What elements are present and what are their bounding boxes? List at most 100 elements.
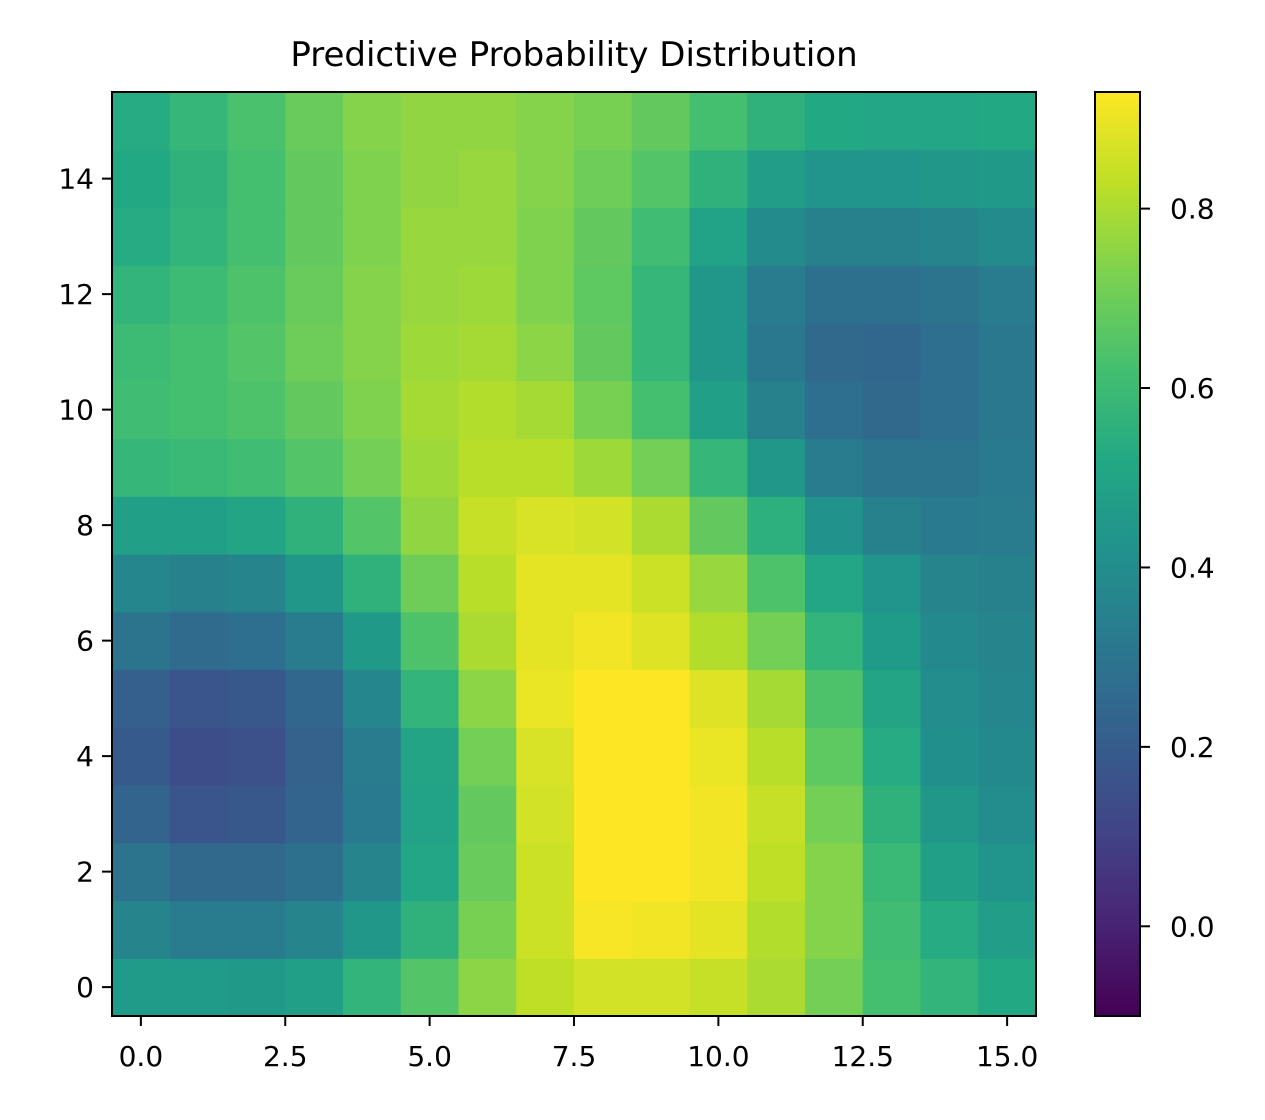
heatmap-cell: [862, 669, 922, 728]
heatmap-cell: [862, 727, 922, 786]
heatmap-cell: [978, 496, 1037, 555]
heatmap-cell: [747, 265, 806, 324]
heatmap-cell: [458, 438, 517, 497]
x-tick-label: 12.5: [832, 1040, 894, 1073]
heatmap-cell: [862, 958, 922, 1017]
heatmap-cell: [112, 92, 171, 151]
heatmap-cell: [458, 958, 517, 1017]
heatmap-cell: [747, 958, 806, 1017]
colorbar-frame: [1094, 91, 1141, 1017]
heatmap-cell: [862, 496, 922, 555]
heatmap-cell: [400, 438, 460, 497]
heatmap-cell: [978, 380, 1037, 440]
heatmap-cell: [747, 496, 806, 555]
heatmap-cell: [689, 265, 748, 324]
heatmap-cell: [747, 438, 806, 497]
x-tick-label: 10.0: [687, 1040, 749, 1073]
heatmap-cell: [747, 669, 806, 728]
heatmap-cell: [343, 207, 402, 266]
heatmap-cell: [516, 496, 575, 555]
heatmap-cell: [689, 669, 748, 728]
heatmap-cell: [169, 380, 229, 440]
heatmap-cell: [747, 900, 806, 959]
heatmap-cell: [112, 669, 171, 728]
heatmap-cell: [400, 611, 460, 671]
heatmap-cell: [285, 554, 344, 613]
heatmap-cell: [169, 207, 229, 266]
heatmap-cell: [285, 438, 344, 497]
heatmap-cell: [631, 842, 691, 902]
heatmap-cell: [978, 265, 1037, 324]
heatmap-cell: [805, 554, 864, 613]
heatmap-cell: [689, 611, 748, 671]
heatmap-cell: [343, 900, 402, 959]
heatmap-cell: [978, 669, 1037, 728]
heatmap-cell: [400, 727, 460, 786]
heatmap-cell: [978, 842, 1037, 902]
heatmap-cell: [227, 554, 286, 613]
heatmap-cell: [862, 380, 922, 440]
heatmap-cell: [400, 669, 460, 728]
x-axis: 0.0 2.5 5.0 7.5 10.0 12.5 15.0: [119, 1016, 1038, 1073]
heatmap-cell: [574, 380, 633, 440]
heatmap-cell: [227, 785, 286, 844]
heatmap-cell: [285, 323, 344, 382]
heatmap-cell: [112, 727, 171, 786]
heatmap-cell: [227, 900, 286, 959]
heatmap-cell: [920, 323, 979, 382]
heatmap-cell: [112, 900, 171, 959]
heatmap-cell: [516, 669, 575, 728]
heatmap-cell: [805, 323, 864, 382]
heatmap-cell: [631, 323, 691, 382]
heatmap-cell: [574, 554, 633, 613]
heatmap-cell: [920, 958, 979, 1017]
heatmap-cell: [689, 554, 748, 613]
heatmap-cell: [400, 149, 460, 209]
heatmap-cell: [920, 265, 979, 324]
heatmap-cell: [227, 496, 286, 555]
heatmap-cell: [227, 438, 286, 497]
heatmap-cell: [516, 785, 575, 844]
y-tick-label: 10: [58, 394, 94, 427]
heatmap-cell: [458, 149, 517, 209]
y-tick-label: 6: [76, 625, 94, 658]
heatmap-cell: [747, 323, 806, 382]
heatmap-cell: [631, 149, 691, 209]
heatmap-cell: [978, 92, 1037, 151]
heatmap-cell: [285, 265, 344, 324]
heatmap-cell: [516, 92, 575, 151]
heatmap-cells: [112, 92, 1037, 1017]
heatmap-cell: [285, 149, 344, 209]
heatmap-cell: [458, 380, 517, 440]
heatmap-cell: [747, 842, 806, 902]
heatmap-cell: [689, 900, 748, 959]
heatmap-cell: [227, 380, 286, 440]
heatmap-cell: [169, 554, 229, 613]
heatmap-cell: [920, 207, 979, 266]
heatmap-cell: [343, 149, 402, 209]
heatmap-cell: [285, 785, 344, 844]
heatmap-cell: [978, 727, 1037, 786]
heatmap-cell: [689, 207, 748, 266]
heatmap-cell: [343, 958, 402, 1017]
heatmap-cell: [805, 727, 864, 786]
heatmap-cell: [458, 207, 517, 266]
heatmap-cell: [400, 554, 460, 613]
heatmap-cell: [227, 669, 286, 728]
heatmap-cell: [862, 785, 922, 844]
heatmap-cell: [169, 900, 229, 959]
heatmap-cell: [458, 900, 517, 959]
heatmap-cell: [112, 842, 171, 902]
heatmap-cell: [285, 207, 344, 266]
heatmap-cell: [920, 149, 979, 209]
heatmap-cell: [574, 265, 633, 324]
heatmap-cell: [458, 554, 517, 613]
heatmap-cell: [631, 380, 691, 440]
heatmap-cell: [112, 958, 171, 1017]
colorbar: [1095, 92, 1140, 1016]
heatmap-cell: [805, 958, 864, 1017]
heatmap-cell: [689, 727, 748, 786]
heatmap-cell: [920, 900, 979, 959]
colorbar-tick-label: 0.4: [1170, 551, 1215, 584]
y-tick-label: 12: [58, 278, 94, 311]
